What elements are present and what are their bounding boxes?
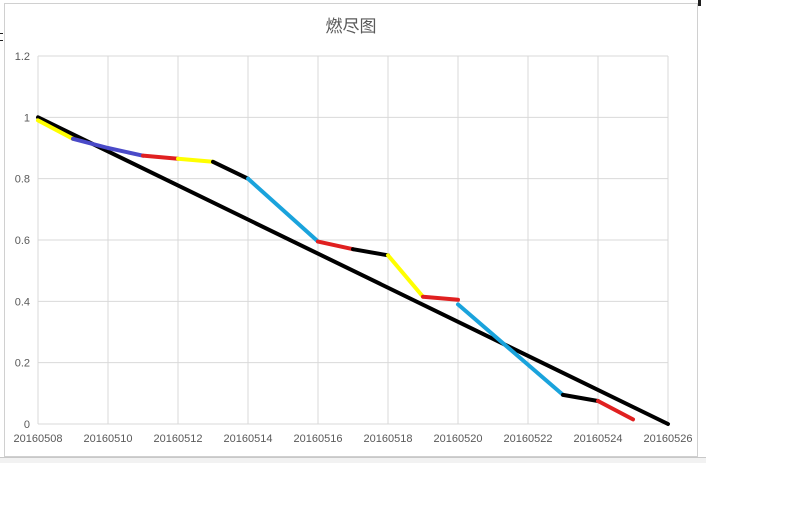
actual-line-segment bbox=[176, 156, 215, 164]
y-tick-label: 0 bbox=[24, 419, 30, 431]
actual-line-segment bbox=[141, 153, 180, 161]
burndown-chart: 燃尽图 00.20.40.60.811.2 20160508 20160510 20… bbox=[14, 17, 693, 445]
actual-line-segment bbox=[36, 118, 75, 141]
cell-marker bbox=[0, 33, 3, 34]
ideal-line-segment bbox=[36, 115, 670, 426]
y-axis-ticks: 0 0.2 0.4 0.6 0.8 1 1.2 bbox=[15, 51, 30, 431]
x-tick-label: 20160516 bbox=[294, 433, 343, 445]
x-tick-label: 20160512 bbox=[154, 433, 203, 445]
actual-line-segment bbox=[246, 176, 320, 244]
actual-line-segment bbox=[456, 302, 565, 397]
x-tick-label: 20160522 bbox=[504, 433, 553, 445]
actual-line-segment bbox=[316, 239, 355, 252]
sheet-horizontal-scrollbar[interactable] bbox=[0, 457, 706, 463]
actual-line-segment bbox=[596, 399, 635, 422]
actual-line-segment bbox=[71, 136, 145, 158]
x-axis-ticks: 20160508 20160510 20160512 20160514 20160516… bbox=[14, 433, 693, 445]
x-tick-label: 20160520 bbox=[434, 433, 483, 445]
x-tick-label: 20160526 bbox=[644, 433, 693, 445]
x-tick-label: 20160508 bbox=[14, 433, 63, 445]
x-tick-label: 20160518 bbox=[364, 433, 413, 445]
cell-marker bbox=[698, 0, 701, 6]
actual-line-segment bbox=[211, 159, 250, 181]
actual-line-segment bbox=[386, 253, 425, 299]
actual-burndown-line bbox=[36, 118, 635, 422]
ideal-burndown-line bbox=[36, 115, 670, 426]
x-tick-label: 20160524 bbox=[574, 433, 623, 445]
x-tick-label: 20160514 bbox=[224, 433, 273, 445]
y-tick-label: 1 bbox=[24, 112, 30, 124]
actual-line-segment bbox=[351, 247, 390, 258]
y-tick-label: 0.2 bbox=[15, 358, 30, 370]
grid-lines bbox=[37, 55, 669, 425]
y-tick-label: 1.2 bbox=[15, 51, 30, 63]
y-tick-label: 0.4 bbox=[15, 296, 30, 308]
chart-area[interactable]: 燃尽图 0 0.2 0.4 0.6 0.8 1 1.2 20160508 20160510 20… bbox=[4, 3, 698, 457]
actual-line-segment bbox=[561, 392, 600, 403]
chart-title: 燃尽图 bbox=[326, 17, 377, 37]
x-tick-label: 20160510 bbox=[84, 433, 133, 445]
y-tick-label: 0.8 bbox=[15, 174, 30, 186]
actual-line-segment bbox=[421, 294, 460, 302]
y-tick-label: 0.6 bbox=[15, 235, 30, 247]
cell-marker bbox=[0, 40, 3, 41]
